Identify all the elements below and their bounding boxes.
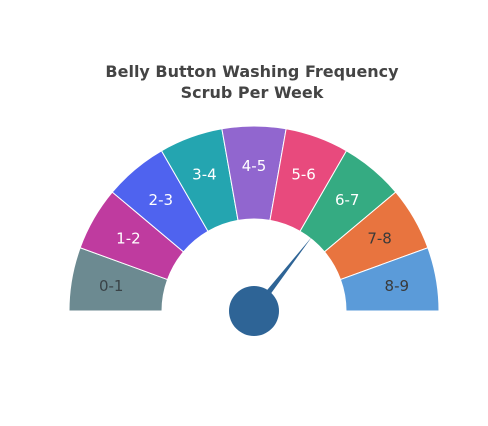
segment-label-7-8: 7-8 (367, 230, 392, 248)
segment-label-5-6: 5-6 (291, 166, 316, 184)
segment-label-0-1: 0-1 (99, 277, 124, 295)
gauge-segment-labels: 0-1 1-2 2-3 3-4 4-5 5-6 6-7 7-8 8-9 (99, 157, 409, 295)
segment-label-3-4: 3-4 (192, 166, 217, 184)
segment-label-1-2: 1-2 (116, 230, 141, 248)
chart-title-line-1: Belly Button Washing Frequency (105, 62, 399, 81)
gauge-needle-hub (229, 286, 279, 336)
gauge-segments (68, 125, 440, 312)
segment-label-2-3: 2-3 (149, 191, 174, 209)
segment-label-4-5: 4-5 (242, 157, 267, 175)
segment-label-8-9: 8-9 (385, 277, 410, 295)
gauge-segment-8-9 (339, 247, 440, 312)
segment-label-6-7: 6-7 (335, 191, 360, 209)
gauge-needle-group (229, 236, 312, 336)
chart-title-line-2: Scrub Per Week (181, 83, 324, 102)
